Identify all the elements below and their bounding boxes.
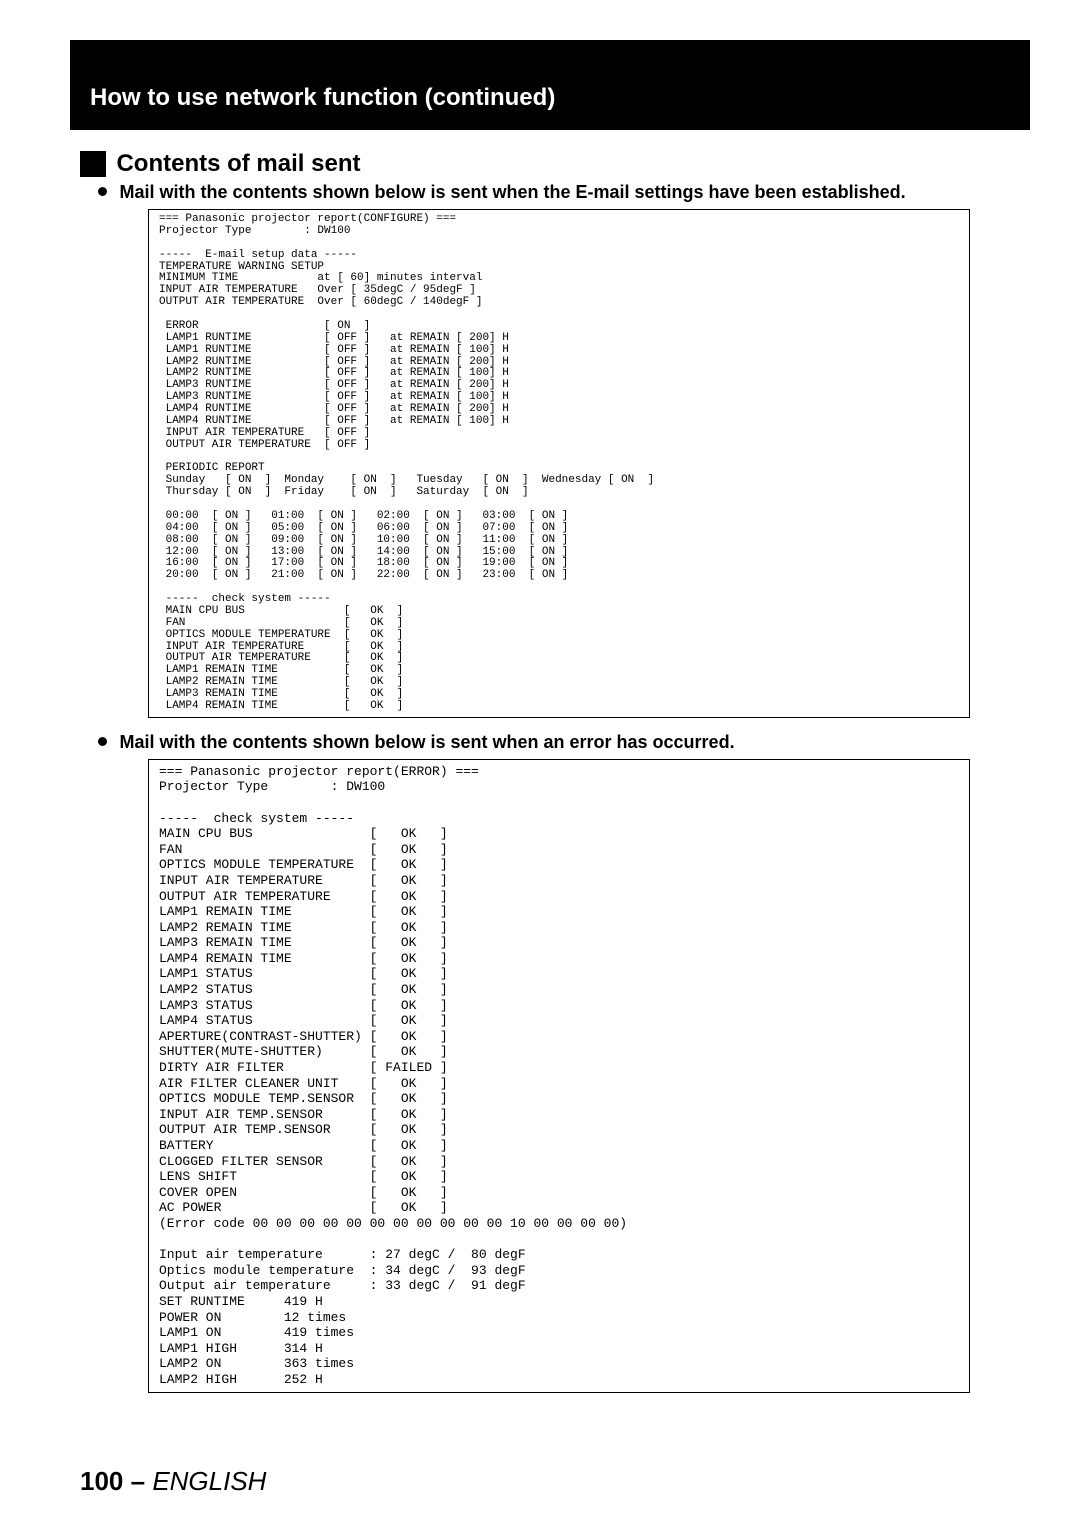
page-footer: 100 – ENGLISH [80,1466,266,1497]
page-number: 100 [80,1466,123,1496]
page-banner: How to use network function (continued) [70,40,1030,130]
footer-dash: – [123,1466,152,1496]
error-report-content: === Panasonic projector report(ERROR) ==… [159,764,959,1388]
bullet-icon [98,737,107,746]
configure-report-box: === Panasonic projector report(CONFIGURE… [148,209,970,718]
section-heading: Contents of mail sent [116,150,360,178]
bullet-icon [98,187,107,196]
page-title: How to use network function (continued) [90,84,1010,112]
bullet-text-1: Mail with the contents shown below is se… [119,182,905,202]
configure-report-content: === Panasonic projector report(CONFIGURE… [159,214,959,713]
error-report-box: === Panasonic projector report(ERROR) ==… [148,759,970,1393]
bullet-text-2: Mail with the contents shown below is se… [119,732,734,752]
footer-language: ENGLISH [152,1466,266,1496]
section-marker-icon [80,151,106,177]
